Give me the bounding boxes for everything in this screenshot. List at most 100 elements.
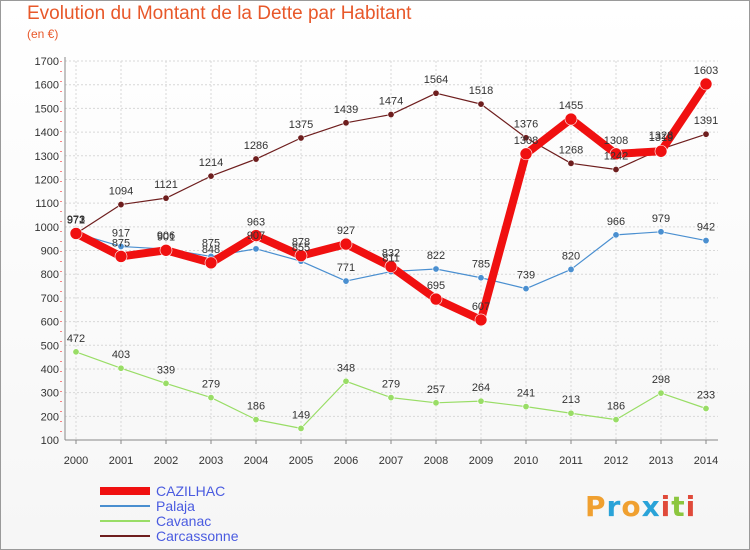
data-label: 1286 [244,140,268,152]
legend-label: Carcassonne [156,528,239,544]
data-point [522,285,530,293]
data-label: 963 [247,217,265,229]
y-tick-label: 800 [41,269,59,281]
data-label: 213 [562,394,580,406]
data-label: 1603 [694,65,718,77]
data-label: 298 [652,374,670,386]
data-label: 771 [337,262,355,274]
data-point [159,243,173,257]
data-point [294,249,308,263]
data-point [612,416,620,424]
y-tick-label: 300 [41,388,59,400]
data-label: 264 [472,382,490,394]
x-tick-label: 2009 [469,455,493,467]
data-point [252,416,260,424]
logo-letter: P [585,490,607,523]
data-label: 1328 [649,130,673,142]
data-label: 186 [607,401,625,413]
data-point [114,250,128,263]
logo-letter: r [606,490,622,523]
data-point [387,394,395,402]
y-tick-label: 1300 [35,151,59,163]
data-point [699,77,713,91]
data-point [654,144,668,158]
data-point [117,364,125,372]
data-label: 875 [202,237,220,249]
data-point [432,89,440,97]
data-label: 348 [337,362,355,374]
x-tick-label: 2003 [199,455,223,467]
data-label: 1319 [649,132,673,144]
proxiti-logo: Proxiti [585,490,696,523]
data-point [429,292,443,306]
y-tick-label: 400 [41,364,59,376]
data-labels: 971 1094 1121 1214 1286 1375 1439 1474 1564 1518 1… [67,65,718,421]
data-label: 942 [697,222,715,234]
y-tick-label: 1000 [35,222,59,234]
y-tick-label: 700 [41,293,59,305]
data-point [657,228,665,236]
y-tick-label: 900 [41,246,59,258]
y-tick-label: 600 [41,317,59,329]
data-point [252,245,260,253]
logo-letter: i [660,490,672,523]
data-point [567,265,575,273]
data-label: 279 [202,379,220,391]
x-tick-label: 2002 [154,455,178,467]
data-label: 855 [292,242,310,254]
data-point [477,100,485,108]
data-label: 233 [697,389,715,401]
data-label: 917 [112,227,130,239]
legend-label: Cavanac [156,513,212,529]
x-tick-label: 2008 [424,455,448,467]
legend-swatch [100,487,150,495]
data-label: 1474 [379,96,403,108]
data-label: 966 [607,216,625,228]
data-point [69,227,83,240]
y-tick-label: 1500 [35,103,59,115]
data-point [339,237,353,251]
data-point [564,112,578,126]
data-label: 907 [247,230,265,242]
data-label: 403 [112,349,130,361]
data-label: 607 [472,301,490,313]
data-label: 1121 [154,179,178,191]
data-point [162,379,170,387]
data-point [519,147,533,161]
data-label: 901 [157,231,175,243]
data-label: 878 [292,237,310,249]
data-point [567,159,575,167]
data-point [477,397,485,405]
data-label: 811 [382,253,400,265]
y-tick-label: 1100 [35,198,59,210]
data-point [297,134,305,142]
data-point [612,165,620,173]
data-label: 472 [67,333,85,345]
data-label: 186 [247,401,265,413]
data-point [474,313,488,327]
data-label: 1214 [199,157,223,169]
x-tick-label: 2001 [109,455,133,467]
legend-label: CAZILHAC [156,483,226,499]
data-point [567,409,575,417]
data-point [702,237,710,245]
data-label: 739 [517,270,535,282]
data-point [72,348,80,356]
y-tick-label: 1600 [35,80,59,92]
data-label: 1518 [469,85,493,97]
page-title: Evolution du Montant de la Dette par Hab… [27,3,412,24]
legend-swatch [100,505,150,507]
data-point [249,229,263,242]
data-label: 785 [472,259,490,271]
data-label: 339 [157,364,175,376]
logo-letter: o [621,490,642,523]
y-tick-label: 500 [41,340,59,352]
y-tick-label: 1200 [35,174,59,186]
data-point [117,201,125,209]
data-label: 1439 [334,104,358,116]
logo-letter: i [685,490,697,523]
data-point [432,265,440,273]
data-point [612,231,620,239]
data-point [522,403,530,411]
